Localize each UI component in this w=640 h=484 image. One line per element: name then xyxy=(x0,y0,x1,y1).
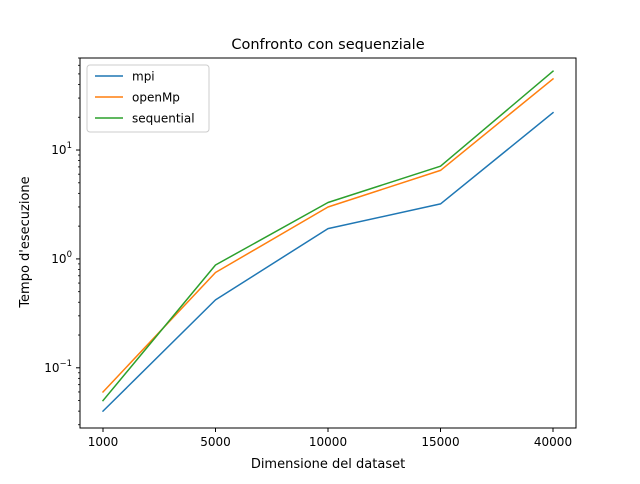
series-lines xyxy=(101,70,555,413)
plot-frame xyxy=(79,57,577,429)
x-tick-label: 10000 xyxy=(309,435,347,449)
series-line-mpi xyxy=(101,111,555,413)
x-tick-label: 40000 xyxy=(534,435,572,449)
y-axis-ticks: 10−1 100 101 xyxy=(44,57,80,426)
series-line-sequential xyxy=(101,70,555,402)
y-tick-label: 10−1 xyxy=(44,359,72,375)
chart-title: Confronto con sequenziale xyxy=(231,37,424,53)
x-tick-label: 5000 xyxy=(200,435,231,449)
x-axis-ticks: 1000 5000 10000 15000 40000 xyxy=(88,428,572,449)
legend-label: openMp xyxy=(132,91,180,105)
legend: mpi openMp sequential xyxy=(86,64,210,133)
legend-box xyxy=(86,64,210,133)
x-tick-label: 15000 xyxy=(421,435,459,449)
y-axis-label: Tempo d'esecuzione xyxy=(18,176,33,308)
x-axis-label: Dimensione del dataset xyxy=(251,457,405,472)
y-tick-label: 101 xyxy=(51,141,72,157)
x-tick-label: 1000 xyxy=(88,435,119,449)
legend-label: sequential xyxy=(132,112,195,126)
series-line-openmp xyxy=(101,77,555,394)
y-tick-label: 100 xyxy=(51,250,72,266)
legend-label: mpi xyxy=(132,70,155,84)
